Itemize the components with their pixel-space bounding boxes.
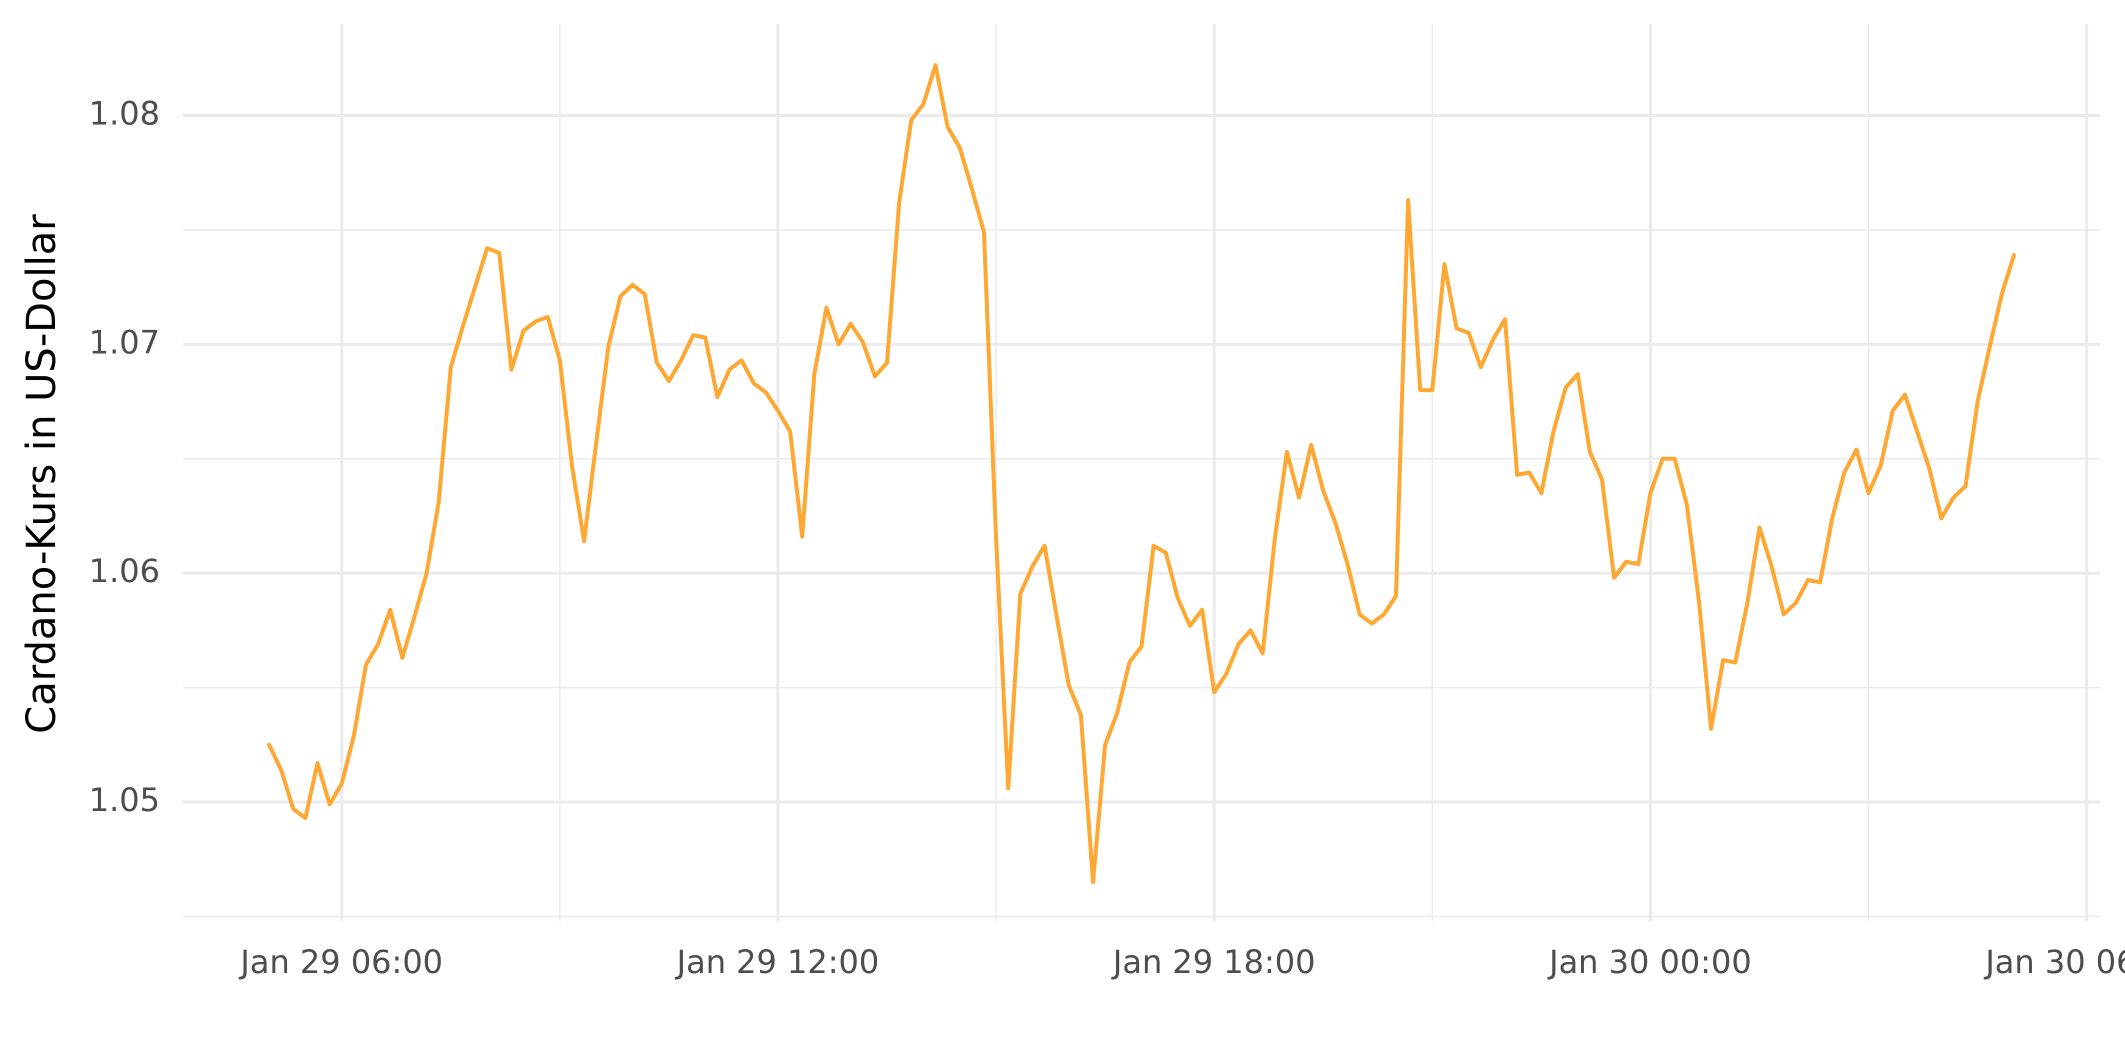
y-tick-label: 1.06 (89, 552, 160, 590)
y-axis-title: Cardano-Kurs in US-Dollar (19, 214, 65, 734)
y-tick-label: 1.07 (89, 323, 160, 361)
y-tick-label: 1.05 (89, 781, 160, 819)
price-line (267, 63, 2016, 885)
x-tick-label: Jan 29 06:00 (238, 943, 443, 981)
y-tick-label: 1.08 (89, 95, 160, 133)
x-tick-label: Jan 29 18:00 (1111, 943, 1316, 981)
x-tick-label: Jan 30 06:00 (1983, 943, 2125, 981)
plot-area (267, 63, 2016, 885)
x-tick-label: Jan 29 12:00 (675, 943, 880, 981)
axis-labels: 1.05 1.06 1.07 1.08 Jan 29 06:00 Jan 29 12:00… (89, 95, 2125, 981)
x-tick-label: Jan 30 00:00 (1547, 943, 1752, 981)
grid (183, 24, 2100, 921)
